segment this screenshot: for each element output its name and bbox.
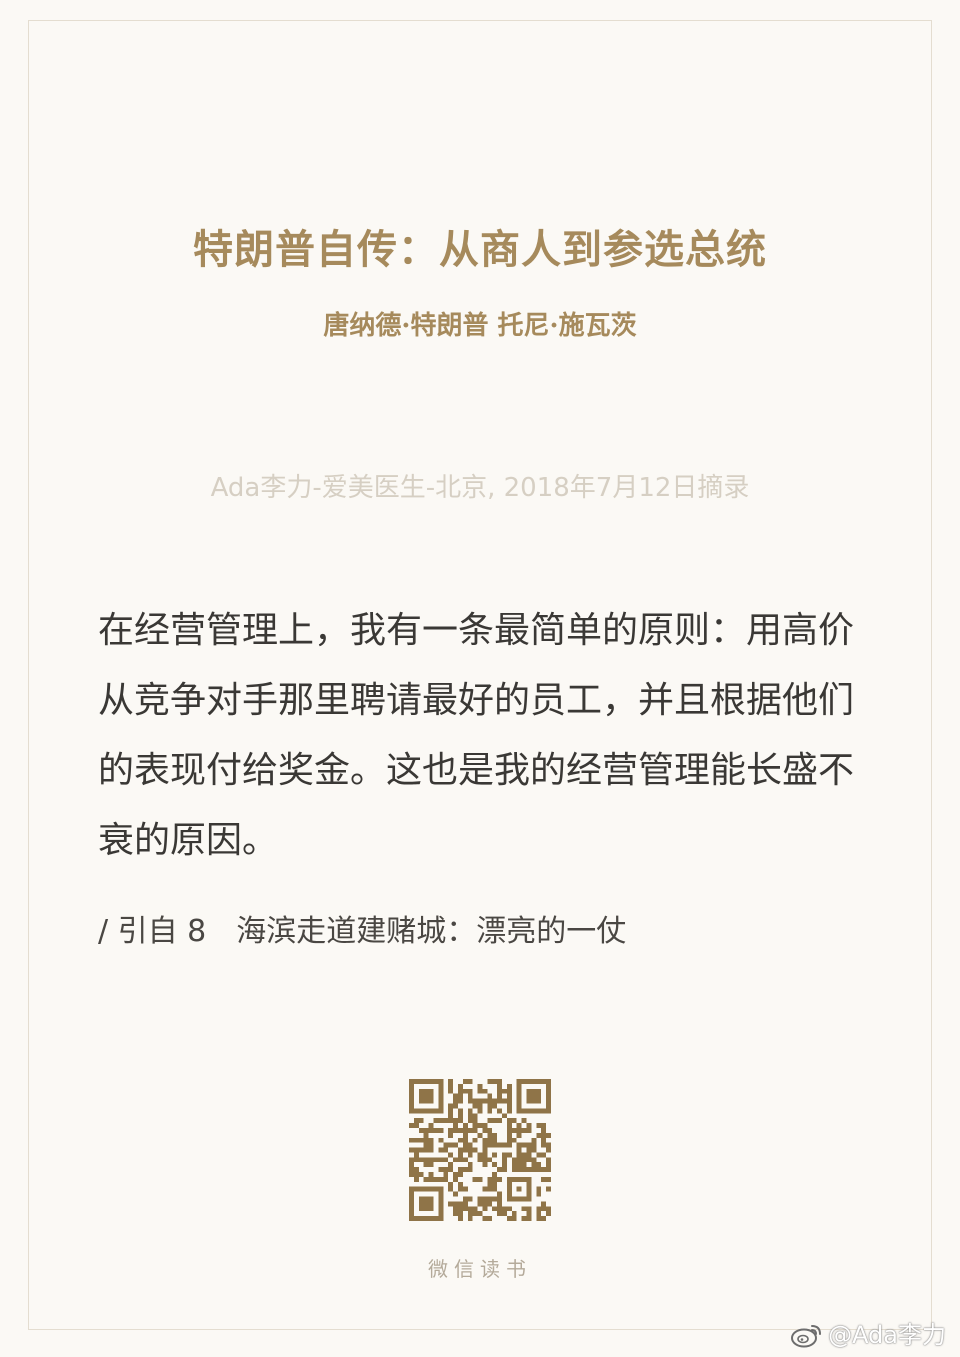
weibo-watermark: @Ada李力	[790, 1320, 946, 1350]
card-border	[28, 20, 932, 1330]
weibo-icon	[791, 1325, 822, 1348]
book-authors: 唐纳德·特朗普 托尼·施瓦茨	[323, 311, 637, 341]
book-title: 特朗普自传：从商人到参选总统	[193, 226, 767, 273]
wechat-read-label: 微信读书	[428, 1257, 532, 1281]
qr-code-icon[interactable]	[409, 1079, 551, 1221]
quote-source: / 引自 8 海滨走道建赌城：漂亮的一仗	[98, 914, 627, 949]
watermark-handle: @Ada李力	[828, 1321, 946, 1349]
quote-text: 在经营管理上，我有一条最简单的原则：用高价从竞争对手那里聘请最好的员工，并且根据…	[98, 610, 855, 861]
excerpt-meta: Ada李力-爱美医生-北京, 2018年7月12日摘录	[210, 473, 750, 503]
